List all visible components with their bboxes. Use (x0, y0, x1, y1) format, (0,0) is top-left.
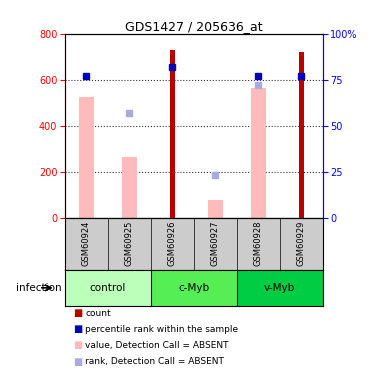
Bar (251, 88, 266, 218)
Text: control: control (90, 283, 126, 293)
Text: ■: ■ (73, 308, 82, 318)
Title: GDS1427 / 205636_at: GDS1427 / 205636_at (125, 20, 263, 33)
Text: GSM60924: GSM60924 (82, 221, 91, 266)
Text: c-Myb: c-Myb (178, 283, 209, 293)
Bar (208, 200, 223, 217)
Text: GSM60927: GSM60927 (211, 221, 220, 267)
Bar (299, 52, 304, 217)
Text: v-Myb: v-Myb (264, 283, 295, 293)
Bar (79, 97, 94, 218)
Text: percentile rank within the sample: percentile rank within the sample (85, 325, 239, 334)
Bar (170, 50, 175, 217)
Text: ■: ■ (73, 324, 82, 334)
Text: GSM60928: GSM60928 (254, 221, 263, 267)
Text: GSM60929: GSM60929 (297, 221, 306, 266)
Text: ■: ■ (73, 340, 82, 350)
Bar (151, 270, 237, 306)
Text: rank, Detection Call = ABSENT: rank, Detection Call = ABSENT (85, 357, 224, 366)
Text: value, Detection Call = ABSENT: value, Detection Call = ABSENT (85, 341, 229, 350)
Bar (65, 270, 151, 306)
Text: GSM60926: GSM60926 (168, 221, 177, 267)
Text: GSM60925: GSM60925 (125, 221, 134, 266)
Bar (122, 157, 137, 218)
Bar (237, 270, 323, 306)
Text: ■: ■ (73, 357, 82, 366)
Text: count: count (85, 309, 111, 318)
Text: infection: infection (16, 283, 61, 293)
